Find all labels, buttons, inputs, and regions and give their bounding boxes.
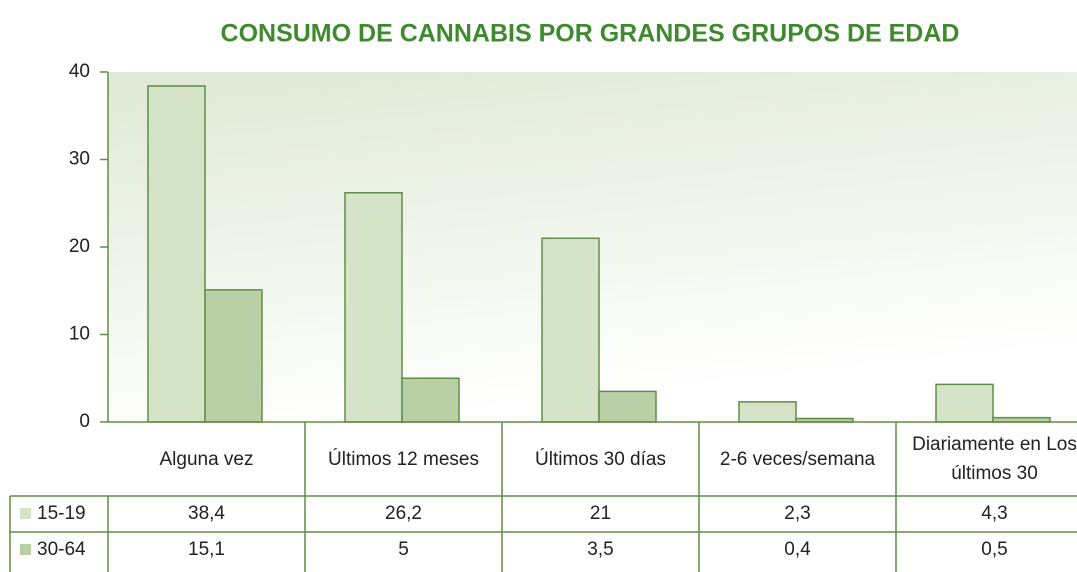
x-category-cell: Últimos 30 días xyxy=(535,448,666,470)
bar xyxy=(935,383,994,423)
y-tick-label: 0 xyxy=(79,411,90,432)
table-value: 5 xyxy=(398,539,409,560)
y-tick-label: 40 xyxy=(69,61,90,82)
bar xyxy=(598,390,657,423)
x-category-cell: Alguna vez xyxy=(159,448,254,470)
table-value: 3,5 xyxy=(587,539,613,560)
table-value: 26,2 xyxy=(385,503,422,524)
bar xyxy=(344,192,403,423)
table-value: 2,3 xyxy=(784,503,810,524)
table-value: 0,4 xyxy=(784,539,811,560)
bar xyxy=(541,237,600,423)
y-tick-label: 30 xyxy=(69,149,90,170)
bar xyxy=(204,289,263,423)
legend-label: 15-19 xyxy=(37,503,86,524)
table-value: 21 xyxy=(590,503,611,524)
table-value: 15,1 xyxy=(188,539,225,560)
table-value: 4,3 xyxy=(981,503,1007,524)
x-category-cell: Diariamente en Los últimos 30 xyxy=(912,434,1077,484)
y-tick-label: 20 xyxy=(69,236,90,257)
x-tick-label: Alguna vez xyxy=(159,448,254,470)
chart-title: CONSUMO DE CANNABIS POR GRANDES GRUPOS D… xyxy=(221,20,960,48)
x-tick-label: Últimos 12 meses xyxy=(328,448,479,470)
legend-swatch xyxy=(20,508,31,519)
x-tick-label: Últimos 30 días xyxy=(535,448,666,470)
bar xyxy=(401,377,460,423)
y-tick-label: 10 xyxy=(69,324,90,345)
x-category-cell: 2-6 veces/semana xyxy=(719,448,876,470)
legend-label: 30-64 xyxy=(37,539,86,560)
x-tick-label: Diariamente en Los últimos 30 xyxy=(912,434,1077,484)
x-tick-label: 2-6 veces/semana xyxy=(719,448,876,470)
legend-swatch xyxy=(20,544,31,555)
bar xyxy=(147,85,206,423)
table-value: 38,4 xyxy=(188,503,225,524)
table-value: 0,5 xyxy=(981,539,1007,560)
x-category-cell: Últimos 12 meses xyxy=(328,448,479,470)
bar xyxy=(738,401,797,423)
